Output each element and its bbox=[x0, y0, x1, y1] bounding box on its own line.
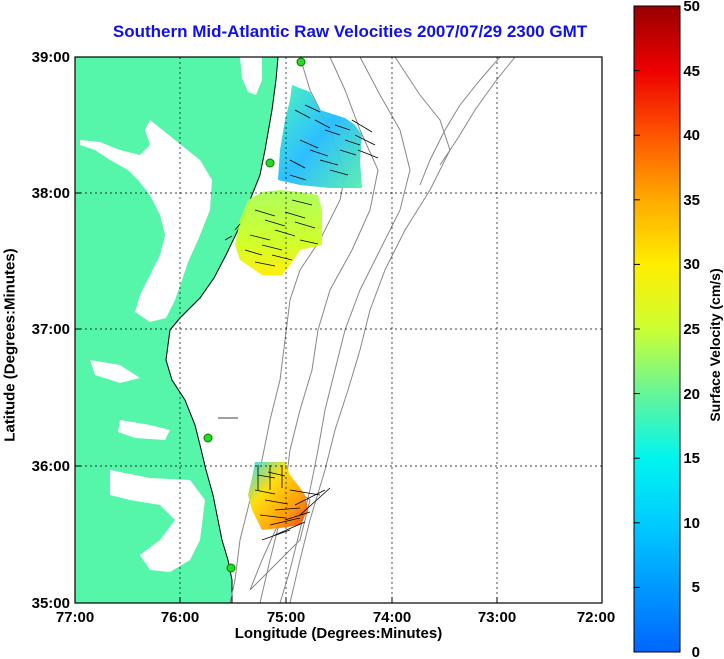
x-tick-label: 73:00 bbox=[478, 609, 516, 626]
y-tick-label: 37:00 bbox=[32, 321, 70, 338]
chart-title: Southern Mid-Atlantic Raw Velocities 200… bbox=[112, 22, 588, 41]
colorbar-tick-label: 35 bbox=[683, 192, 700, 209]
colorbar bbox=[633, 5, 681, 653]
station-marker bbox=[226, 563, 236, 573]
x-tick-label: 72:00 bbox=[577, 609, 615, 626]
x-tick-label: 77:00 bbox=[56, 609, 94, 626]
colorbar-tick-label: 5 bbox=[692, 579, 700, 596]
x-tick-label: 74:00 bbox=[373, 609, 411, 626]
land-mass bbox=[75, 57, 278, 603]
velocity-region-south bbox=[248, 462, 308, 530]
velocity-region-north bbox=[278, 85, 362, 188]
station-marker bbox=[203, 433, 213, 443]
y-tick-label: 36:00 bbox=[32, 458, 70, 475]
pamlico-sound bbox=[110, 470, 205, 572]
x-tick-label: 75:00 bbox=[267, 609, 305, 626]
velocity-vectors bbox=[218, 104, 379, 541]
map-area bbox=[75, 57, 602, 603]
colorbar-tick-label: 40 bbox=[683, 127, 700, 144]
x-axis-label: Longitude (Degrees:Minutes) bbox=[234, 625, 443, 642]
colorbar-tick-label: 10 bbox=[683, 515, 700, 532]
colorbar-tick-label: 0 bbox=[692, 644, 700, 659]
y-tick-label: 39:00 bbox=[32, 49, 70, 66]
grid-lines bbox=[75, 57, 602, 603]
colorbar-tick-label: 20 bbox=[683, 386, 700, 403]
y-tick-label: 38:00 bbox=[32, 185, 70, 202]
y-tick-label: 35:00 bbox=[32, 595, 70, 612]
x-tick-label: 76:00 bbox=[161, 609, 199, 626]
plot-border bbox=[74, 56, 603, 604]
colorbar-tick-label: 45 bbox=[683, 63, 700, 80]
station-marker bbox=[265, 158, 275, 168]
chesapeake-bay bbox=[80, 120, 212, 322]
station-marker bbox=[296, 57, 306, 67]
colorbar-tick-label: 30 bbox=[683, 256, 700, 273]
station-markers bbox=[203, 57, 306, 573]
colorbar-tick-label: 50 bbox=[683, 0, 700, 15]
colorbar-tick-label: 15 bbox=[683, 450, 700, 467]
delaware-bay bbox=[240, 57, 262, 95]
colorbar-tick-label: 25 bbox=[683, 321, 700, 338]
